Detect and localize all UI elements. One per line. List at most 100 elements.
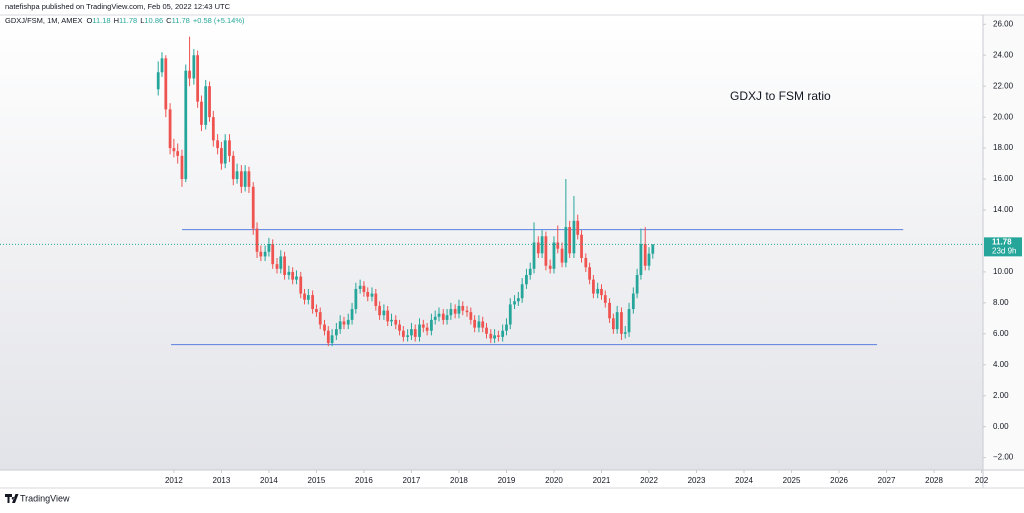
candle-body bbox=[520, 284, 524, 299]
candle-body bbox=[485, 327, 488, 334]
candle-body bbox=[576, 220, 580, 235]
candle-body bbox=[473, 319, 477, 328]
candle-body bbox=[295, 276, 298, 280]
candle-body bbox=[303, 293, 306, 300]
candle-body bbox=[299, 276, 303, 294]
candle-body bbox=[564, 227, 568, 263]
candle-body bbox=[631, 293, 635, 310]
candle-body bbox=[211, 117, 215, 141]
x-tick-label: 2023 bbox=[688, 476, 706, 485]
x-tick-label: 2015 bbox=[308, 476, 326, 485]
y-tick-label: 14.00 bbox=[993, 205, 1014, 214]
candle-body bbox=[216, 140, 219, 149]
x-tick-label: 2022 bbox=[640, 476, 658, 485]
legend-key: L bbox=[140, 16, 144, 25]
candle-body bbox=[449, 309, 453, 316]
footer-logo bbox=[5, 494, 19, 503]
candle-body bbox=[580, 234, 583, 258]
x-tick-label: 2018 bbox=[450, 476, 468, 485]
candle-body bbox=[596, 288, 600, 294]
candle-body bbox=[180, 155, 184, 180]
candle-body bbox=[445, 315, 449, 320]
x-tick-label: 202 bbox=[975, 476, 989, 485]
candle-body bbox=[433, 316, 437, 320]
x-tick-label: 2012 bbox=[165, 476, 183, 485]
candle-body bbox=[465, 310, 469, 313]
candle-body bbox=[251, 186, 255, 229]
legend-symbol: GDXJ/FSM, 1M, AMEX bbox=[5, 16, 83, 25]
candle-body bbox=[362, 285, 366, 293]
legend: GDXJ/FSM, 1M, AMEX O 11.18 H 11.78 L 10.86 C 11.… bbox=[5, 16, 245, 25]
x-tick-label: 2024 bbox=[735, 476, 753, 485]
candle-body bbox=[536, 242, 540, 254]
y-tick-label: 4.00 bbox=[993, 360, 1009, 369]
candle-body bbox=[418, 324, 421, 337]
candle-body bbox=[306, 295, 310, 300]
candle-body bbox=[208, 86, 211, 118]
candle-body bbox=[528, 268, 532, 275]
candle-body bbox=[263, 251, 267, 257]
candle-body bbox=[311, 295, 315, 310]
candle-body bbox=[556, 242, 560, 249]
candle-body bbox=[410, 329, 413, 336]
candle-body bbox=[461, 305, 465, 311]
y-tick-label: 24.00 bbox=[993, 50, 1014, 59]
legend-value: 11.18 bbox=[92, 16, 110, 25]
candle-body bbox=[283, 256, 286, 275]
candle-body bbox=[374, 293, 378, 306]
candle-body bbox=[196, 55, 200, 102]
candle-body bbox=[243, 171, 247, 187]
candle-body bbox=[346, 319, 350, 325]
candle-body bbox=[350, 309, 354, 320]
candle-body bbox=[168, 109, 172, 149]
candle-body bbox=[406, 335, 410, 337]
x-tick-label: 2020 bbox=[545, 476, 563, 485]
candle-body bbox=[156, 72, 160, 90]
candle-body bbox=[588, 267, 591, 280]
candle-body bbox=[592, 279, 595, 294]
candle-body bbox=[568, 227, 572, 254]
candle-body bbox=[544, 236, 548, 266]
candle-body bbox=[164, 58, 168, 110]
candle-body bbox=[172, 148, 176, 152]
candle-body bbox=[425, 327, 429, 331]
candle-body bbox=[378, 305, 381, 316]
candle-body bbox=[342, 321, 346, 325]
candle-body bbox=[220, 148, 223, 164]
legend-change: +0.58 (+5.14%) bbox=[193, 16, 245, 25]
x-tick-label: 2019 bbox=[498, 476, 516, 485]
candle-body bbox=[398, 324, 401, 331]
candle-body bbox=[370, 293, 374, 297]
price-label: 11.78 bbox=[992, 237, 1012, 246]
candle-body bbox=[627, 309, 631, 333]
candle-body bbox=[643, 244, 647, 266]
candle-body bbox=[160, 58, 164, 73]
candle-body bbox=[441, 313, 445, 320]
y-tick-label: 26.00 bbox=[993, 19, 1014, 28]
y-tick-label: 6.00 bbox=[993, 329, 1009, 338]
candle-body bbox=[338, 321, 342, 330]
candle-body bbox=[647, 253, 651, 266]
x-tick-label: 2021 bbox=[593, 476, 611, 485]
candle-body bbox=[457, 305, 461, 314]
x-tick-label: 2028 bbox=[925, 476, 943, 485]
candle-body bbox=[560, 248, 564, 263]
y-tick-label: 10.00 bbox=[993, 267, 1014, 276]
y-tick-label: −2.00 bbox=[993, 453, 1014, 462]
candle-body bbox=[247, 171, 251, 187]
candle-body bbox=[188, 70, 191, 79]
candle-body bbox=[513, 301, 516, 305]
publisher-line: natefishpa published on TradingView.com,… bbox=[5, 2, 231, 11]
candle-body bbox=[453, 309, 457, 314]
candle-body bbox=[275, 264, 279, 269]
countdown: 23d 9h bbox=[992, 246, 1016, 255]
candle-body bbox=[430, 319, 433, 331]
candle-body bbox=[231, 155, 235, 180]
candle-body bbox=[259, 251, 263, 257]
legend-key: H bbox=[114, 16, 119, 25]
candle-body bbox=[358, 285, 362, 289]
x-tick-label: 2013 bbox=[213, 476, 231, 485]
candle-body bbox=[572, 220, 576, 254]
candle-body bbox=[315, 309, 318, 313]
candle-body bbox=[603, 295, 607, 303]
